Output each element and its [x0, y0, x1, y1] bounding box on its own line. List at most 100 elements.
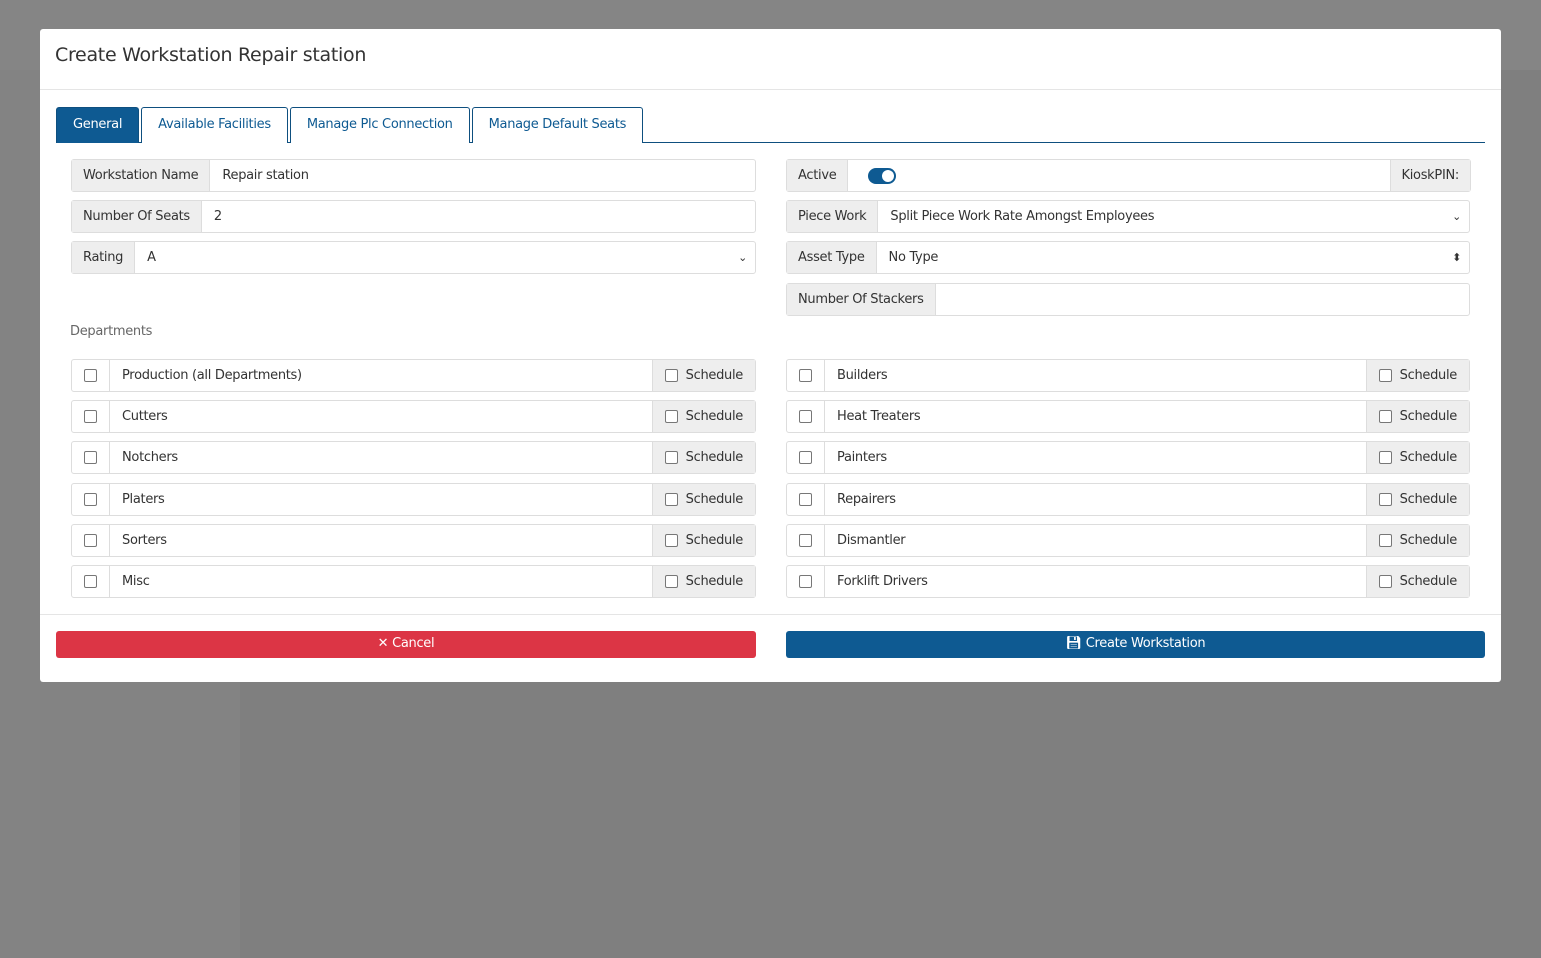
stackers-input[interactable] [936, 284, 1469, 315]
schedule-label: Schedule [685, 532, 744, 548]
schedule-checkbox[interactable] [1378, 533, 1392, 547]
stackers-group: Number Of Stackers [786, 283, 1470, 316]
create-workstation-modal: Create Workstation Repair station Genera… [40, 29, 1501, 682]
rating-group: Rating A ⌄ [71, 241, 756, 274]
active-toggle[interactable] [868, 168, 897, 184]
tab-manage-default-seats[interactable]: Manage Default Seats [471, 107, 644, 143]
schedule-checkbox[interactable] [1378, 410, 1392, 424]
department-checkbox[interactable] [799, 410, 812, 424]
workstation-name-group: Workstation Name Repair station [71, 159, 756, 192]
department-checkbox[interactable] [84, 492, 97, 506]
department-name: Misc [122, 574, 150, 589]
department-name: Notchers [122, 450, 178, 466]
department-checkbox[interactable] [799, 533, 812, 547]
piece-work-label: Piece Work [787, 201, 879, 232]
department-row: Sorters Schedule [71, 523, 756, 557]
active-label: Active [787, 160, 849, 191]
workstation-name-label: Workstation Name [72, 160, 211, 191]
schedule-checkbox[interactable] [664, 369, 678, 382]
department-name: Heat Treaters [837, 409, 921, 425]
schedule-label: Schedule [1399, 409, 1458, 425]
department-name: Sorters [122, 532, 167, 548]
modal-title: Create Workstation Repair station [40, 29, 1501, 90]
schedule-label: Schedule [1399, 491, 1458, 507]
modal-footer-divider [40, 614, 1501, 615]
schedule-label: Schedule [1399, 450, 1458, 466]
department-checkbox[interactable] [84, 451, 97, 465]
schedule-label: Schedule [685, 491, 744, 507]
department-name: Builders [837, 368, 888, 383]
schedule-label: Schedule [1399, 368, 1458, 383]
departments-label: Departments [70, 324, 153, 339]
save-icon: 💾︎ [1065, 636, 1086, 651]
schedule-label: Schedule [685, 368, 744, 383]
department-row: Painters Schedule [786, 441, 1470, 475]
seats-input[interactable]: 2 [213, 209, 222, 224]
rating-label: Rating [72, 242, 136, 273]
department-row: Forklift Drivers Schedule [786, 565, 1470, 598]
department-row: Platers Schedule [71, 482, 756, 516]
department-checkbox[interactable] [84, 369, 97, 382]
schedule-checkbox[interactable] [1378, 575, 1392, 588]
piece-work-value: Split Piece Work Rate Amongst Employees [890, 209, 1155, 224]
department-checkbox[interactable] [84, 575, 97, 588]
schedule-checkbox[interactable] [664, 575, 678, 588]
department-row: Heat Treaters Schedule [786, 400, 1470, 434]
department-checkbox[interactable] [799, 451, 812, 465]
schedule-checkbox[interactable] [664, 410, 678, 424]
cancel-button[interactable]: ✕ Cancel [56, 631, 756, 658]
schedule-label: Schedule [1399, 532, 1458, 548]
workstation-name-input[interactable]: Repair station [222, 168, 309, 183]
tab-available-facilities[interactable]: Available Facilities [141, 107, 288, 143]
schedule-label: Schedule [685, 409, 744, 425]
department-row: Notchers Schedule [71, 441, 756, 475]
kiosk-pin-label: KioskPIN: [1389, 160, 1470, 191]
department-row: Misc Schedule [71, 565, 756, 598]
rating-value: A [147, 250, 156, 265]
department-name: Platers [122, 491, 165, 507]
schedule-checkbox[interactable] [664, 492, 678, 506]
department-checkbox[interactable] [84, 533, 97, 547]
active-group: Active KioskPIN: [786, 159, 1471, 192]
department-row: Production (all Departments) Schedule [71, 359, 756, 392]
sort-icon: ⬍ [1452, 251, 1461, 264]
department-name: Forklift Drivers [837, 574, 928, 589]
rating-select[interactable]: A ⌄ [135, 242, 755, 273]
create-workstation-button[interactable]: 💾︎ Create Workstation [786, 631, 1485, 658]
department-checkbox[interactable] [799, 492, 812, 506]
department-name: Production (all Departments) [122, 368, 302, 383]
department-checkbox[interactable] [799, 369, 812, 382]
schedule-checkbox[interactable] [1378, 451, 1392, 465]
stackers-label: Number Of Stackers [787, 284, 936, 315]
asset-type-group: Asset Type No Type ⬍ [786, 241, 1470, 274]
schedule-checkbox[interactable] [1378, 492, 1392, 506]
department-name: Cutters [122, 409, 168, 425]
tab-general[interactable]: General [56, 107, 140, 143]
asset-type-label: Asset Type [787, 242, 877, 273]
tab-manage-plc-connection[interactable]: Manage Plc Connection [289, 107, 470, 143]
seats-group: Number Of Seats 2 [71, 200, 756, 233]
chevron-down-icon: ⌄ [738, 251, 747, 264]
department-name: Painters [837, 450, 887, 466]
schedule-checkbox[interactable] [1378, 369, 1392, 382]
department-row: Repairers Schedule [786, 482, 1470, 516]
asset-type-value: No Type [888, 250, 939, 265]
department-checkbox[interactable] [799, 575, 812, 588]
schedule-label: Schedule [685, 450, 744, 466]
department-checkbox[interactable] [84, 410, 97, 424]
tab-bar: General Available Facilities Manage Plc … [56, 107, 1485, 143]
department-name: Dismantler [837, 532, 906, 548]
chevron-down-icon: ⌄ [1452, 210, 1461, 223]
asset-type-select[interactable]: No Type ⬍ [877, 242, 1469, 273]
seats-label: Number Of Seats [72, 201, 202, 232]
schedule-checkbox[interactable] [664, 533, 678, 547]
department-row: Builders Schedule [786, 359, 1470, 392]
department-row: Cutters Schedule [71, 400, 756, 434]
schedule-label: Schedule [1399, 574, 1458, 589]
piece-work-group: Piece Work Split Piece Work Rate Amongst… [786, 200, 1470, 233]
department-name: Repairers [837, 491, 896, 507]
create-label: Create Workstation [1085, 636, 1206, 651]
schedule-checkbox[interactable] [664, 451, 678, 465]
piece-work-select[interactable]: Split Piece Work Rate Amongst Employees ⌄ [878, 201, 1469, 232]
schedule-label: Schedule [685, 574, 744, 589]
